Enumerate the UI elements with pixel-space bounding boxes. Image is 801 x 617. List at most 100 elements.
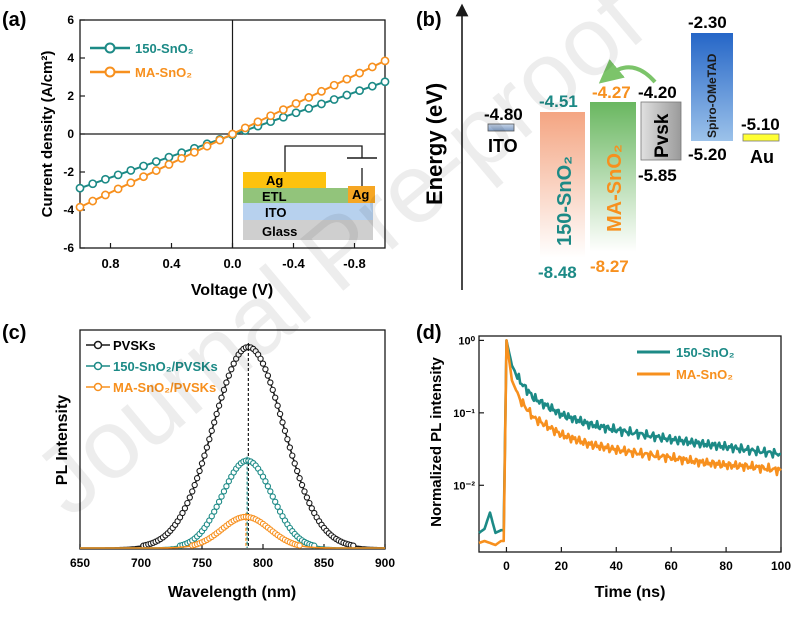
iv-point: [75, 183, 85, 193]
spiro-name: Spiro-OMeTAD: [705, 53, 719, 138]
panel-c: (c) 650 700 750 800 850 900 Wavelength (nm) P…: [2, 322, 395, 601]
x-tick-label: -0.8: [343, 256, 365, 271]
pvsk-top-value: -4.20: [638, 83, 677, 102]
x-tick-label: 20: [555, 559, 569, 573]
sno2-ma-bottom-value: -8.27: [590, 257, 629, 276]
pl-point: [179, 509, 186, 517]
energy-axis-label: Energy (eV): [422, 83, 447, 205]
pl-point: [267, 379, 274, 386]
pl-point: [203, 444, 211, 451]
inset-layer-glass: [243, 220, 373, 240]
pl-point: [264, 372, 272, 379]
pl-point: [274, 402, 281, 409]
pl-point: [262, 478, 269, 485]
iv-point: [151, 157, 161, 166]
pl-point: [211, 419, 218, 426]
iv-point: [88, 196, 98, 206]
sno2-150-bottom-value: -8.48: [538, 263, 577, 282]
pl-point: [264, 483, 272, 490]
panel-c-frame: [79, 329, 386, 550]
pl-point: [184, 499, 191, 507]
pl-point: [215, 498, 223, 505]
legend-label-150: 150-SnO₂: [135, 41, 194, 56]
x-tick-label: 0.8: [101, 256, 119, 271]
pl-point: [284, 436, 291, 443]
x-tick-label: 850: [314, 556, 334, 570]
panel-d-ylabel: Normalized PL intensity: [428, 356, 445, 526]
pl-point: [196, 467, 203, 475]
iv-point: [202, 141, 212, 151]
pl-point: [225, 372, 232, 379]
panel-a: (a) 0.8 0.4 0.0 -0.4 -0.8 -6 -4 -2 0 2 4 6 Voltage …: [2, 9, 390, 299]
pl-point: [259, 473, 267, 480]
inset-wire: [284, 145, 363, 172]
y-tick-label: -6: [63, 241, 74, 255]
pl-point: [257, 355, 264, 362]
pl-point: [186, 494, 193, 501]
pl-point: [220, 386, 228, 394]
sno2-150-name: 150-SnO₂: [554, 156, 576, 246]
pl-point: [296, 475, 303, 482]
y-tick-label: -4: [63, 203, 74, 217]
decay-curve: [478, 339, 781, 535]
pl-point: [281, 427, 289, 434]
pl-point: [276, 410, 284, 418]
panel-d-legend: 150-SnO₂ MA-SnO₂: [637, 345, 735, 382]
y-tick-label: 10⁻¹: [453, 408, 475, 420]
pl-point: [181, 505, 189, 512]
x-tick-label: 0: [503, 559, 510, 573]
y-tick-label: 6: [67, 13, 74, 27]
sno2-ma-top-value: -4.27: [592, 83, 631, 102]
pl-point: [201, 452, 208, 459]
inset-layer-ito: [243, 203, 373, 220]
legend-label-150-pvsk: 150-SnO₂/PVSKs: [113, 359, 218, 374]
iv-point: [317, 99, 326, 109]
spiro-band: [691, 33, 733, 141]
pl-point: [225, 478, 232, 485]
iv-point: [291, 108, 301, 118]
x-tick-label: 60: [665, 559, 679, 573]
y-tick-label: 10⁻²: [453, 480, 475, 492]
pl-point: [198, 460, 206, 467]
x-tick-label: 80: [719, 559, 733, 573]
pl-point: [228, 366, 235, 373]
iv-point: [151, 166, 161, 175]
x-tick-label: 750: [192, 556, 212, 570]
legend-label-d-150: 150-SnO₂: [676, 345, 735, 360]
pl-point: [223, 379, 230, 386]
pl-point: [272, 498, 279, 505]
ito-top-value: -4.80: [484, 105, 523, 124]
pl-point: [296, 542, 303, 549]
panel-d: (d) 0 20 40 60 80 100 10⁻² 10⁻¹ 10⁰ Time (ns) No…: [416, 322, 791, 601]
pl-point: [208, 427, 215, 434]
iv-point: [329, 80, 339, 90]
pl-point: [259, 360, 267, 367]
pl-point: [267, 488, 274, 495]
y-tick-label: -2: [63, 165, 74, 179]
panel-d-frame: [478, 335, 782, 553]
panel-a-legend: 150-SnO₂ MA-SnO₂: [90, 41, 194, 80]
x-tick-label: 100: [771, 559, 791, 573]
x-tick-label: 900: [375, 556, 395, 570]
iv-point: [88, 179, 98, 189]
pl-point: [279, 419, 286, 426]
pl-point: [269, 493, 276, 500]
panel-a-axes: 0.8 0.4 0.0 -0.4 -0.8 -6 -4 -2 0 2 4 6: [63, 13, 385, 271]
pl-point: [191, 481, 198, 489]
pl-point: [289, 452, 296, 459]
pvsk-band: [640, 101, 682, 161]
legend-label-d-ma: MA-SnO₂: [676, 367, 733, 382]
x-tick-label: 0.4: [162, 256, 181, 271]
pvsk-bottom-value: -5.85: [638, 166, 677, 185]
iv-point: [304, 103, 314, 113]
y-tick-label: 0: [67, 127, 74, 141]
iv-point: [304, 93, 314, 102]
legend-marker-150-pvsk: [93, 361, 103, 371]
iv-point: [164, 152, 174, 162]
panel-a-series: [75, 56, 390, 212]
inset-glass-label: Glass: [262, 224, 297, 239]
pl-point: [306, 499, 313, 507]
pl-point: [206, 436, 213, 443]
pl-point: [220, 488, 228, 495]
legend-marker-ma-pvsk: [93, 382, 103, 392]
